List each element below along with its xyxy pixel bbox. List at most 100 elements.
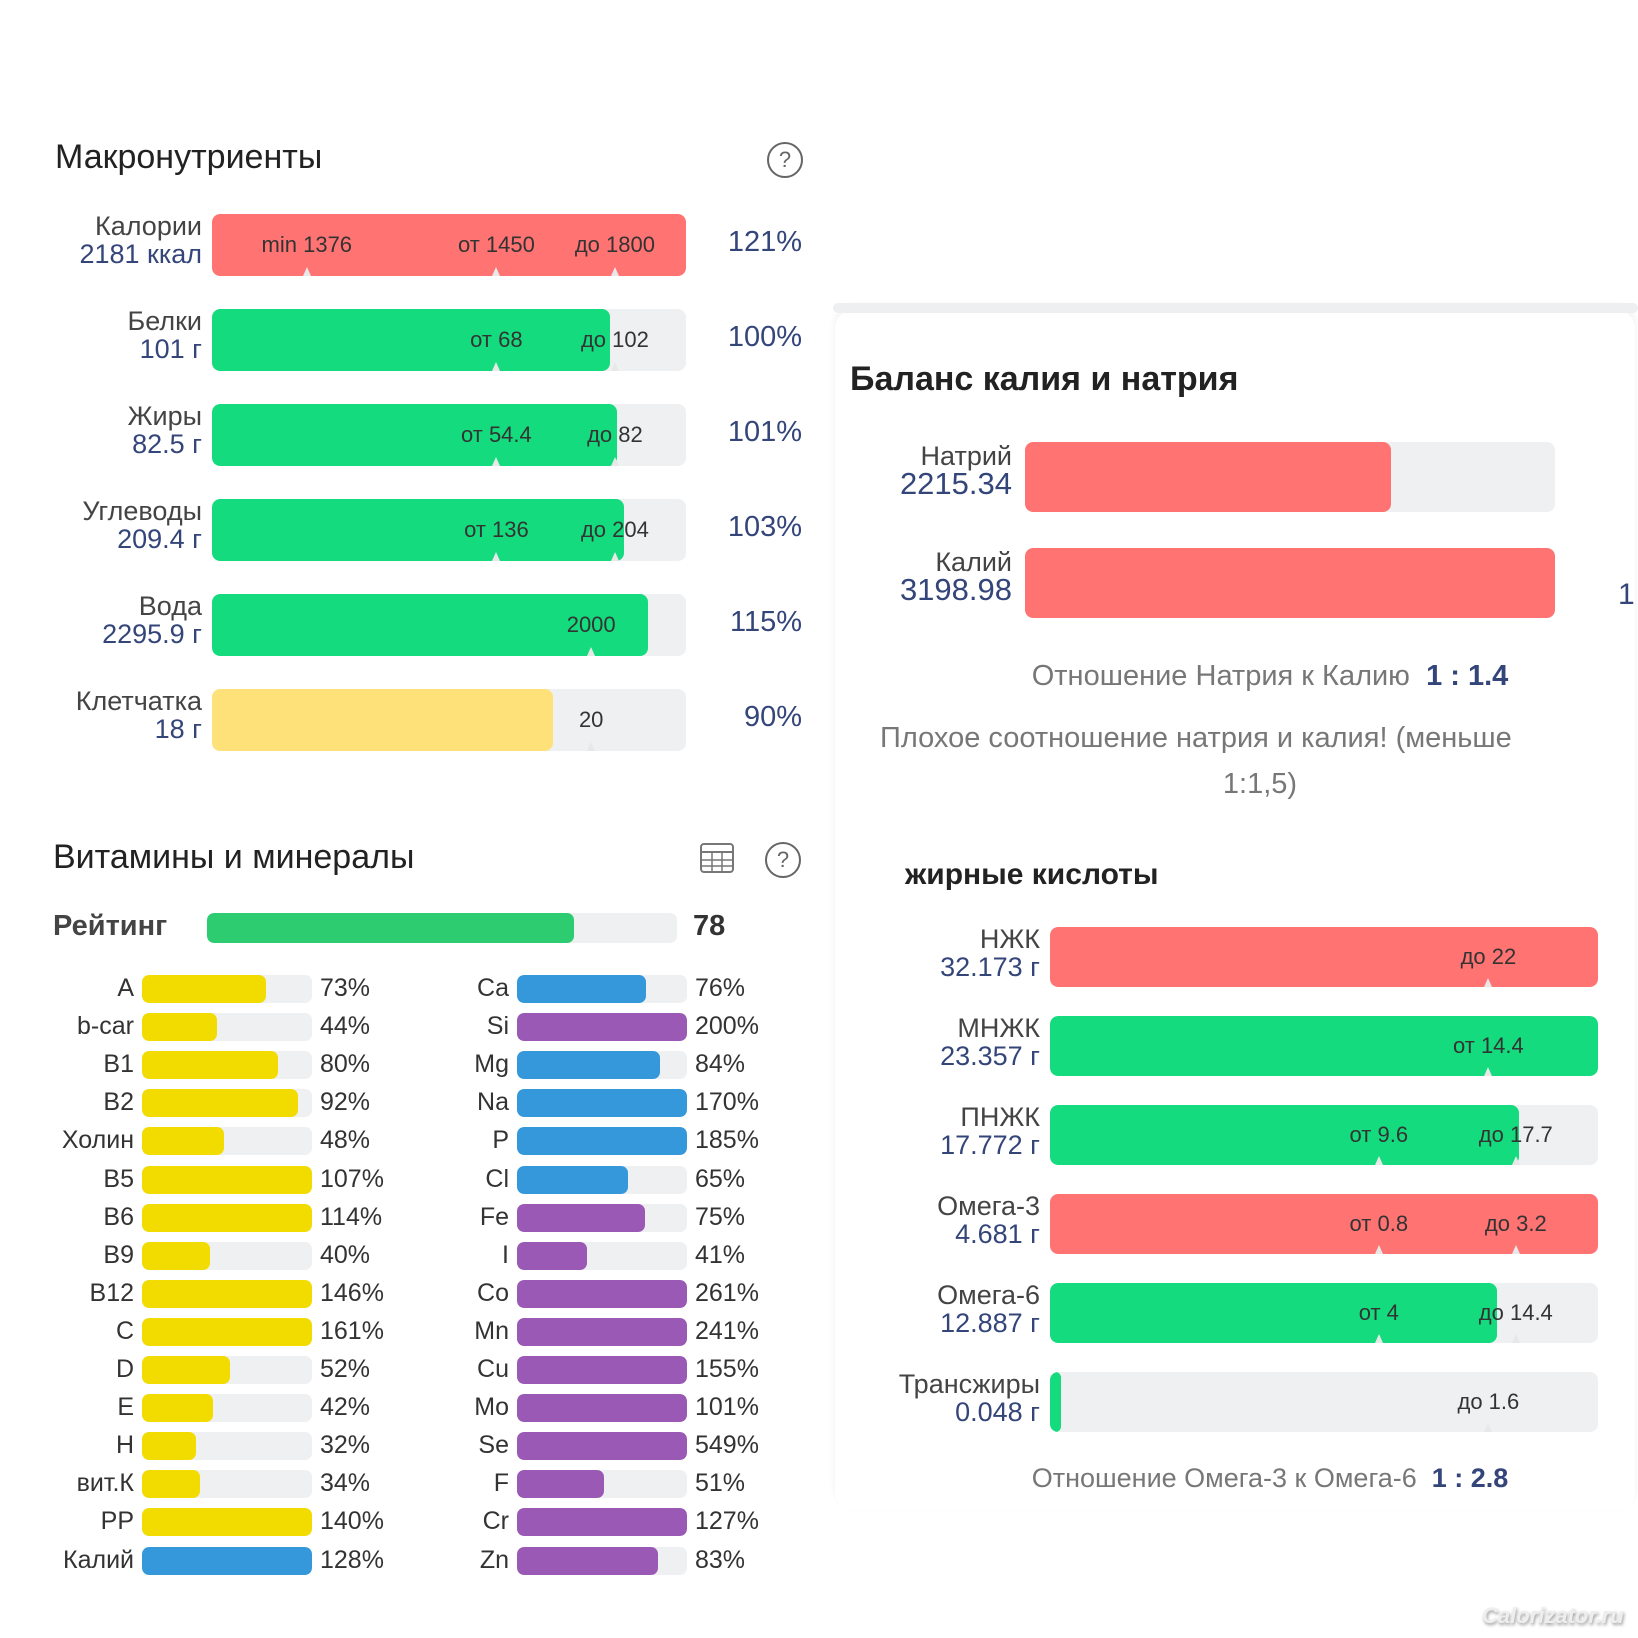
marker-tick-icon bbox=[492, 457, 501, 466]
mineral-bar-fill bbox=[517, 1317, 687, 1346]
ratio-warning-line2: 1:1,5) bbox=[1222, 768, 1298, 800]
mineral-bar bbox=[517, 1203, 687, 1232]
macro-row-name: Белки bbox=[127, 306, 203, 336]
mineral-bar-fill bbox=[517, 1546, 659, 1575]
vitamin-bar bbox=[142, 1394, 312, 1423]
macro-row-name: Жиры bbox=[127, 401, 202, 431]
fatty-row-marker-label: от 4 bbox=[1358, 1300, 1399, 1325]
fatty-row-name: НЖК bbox=[979, 924, 1040, 954]
vitamin-name: B1 bbox=[103, 1050, 134, 1079]
vitamin-name: B2 bbox=[103, 1088, 134, 1117]
mineral-name: Ca bbox=[477, 974, 509, 1002]
macro-row-label: Белки 101 г bbox=[40, 306, 203, 363]
ratio-label: Отношение Натрия к Калию bbox=[1031, 660, 1410, 692]
macro-help-icon[interactable]: ? bbox=[767, 142, 803, 178]
mineral-name: Cl bbox=[485, 1164, 509, 1193]
macro-row-label: Вода 2295.9 г bbox=[40, 592, 202, 648]
marker-tick-icon bbox=[587, 742, 596, 751]
mineral-name: Cu bbox=[477, 1355, 509, 1383]
macro-row-value: 2295.9 г bbox=[102, 619, 202, 649]
fatty-row-name: Омега-3 bbox=[937, 1191, 1040, 1221]
vitamin-bar-fill bbox=[142, 1508, 312, 1537]
macro-row-label: Жиры 82.5 г bbox=[40, 402, 202, 458]
mineral-percent: 75% bbox=[695, 1202, 746, 1231]
mineral-percent: 101% bbox=[695, 1393, 759, 1422]
fatty-row-label: Трансжиры 0.048 г bbox=[880, 1370, 1040, 1426]
fatty-row-name: Трансжиры bbox=[898, 1369, 1040, 1399]
vitamin-name: D bbox=[115, 1355, 134, 1383]
mineral-bar-fill bbox=[517, 1127, 687, 1156]
vitamin-bar-fill bbox=[142, 1432, 197, 1461]
marker-tick-icon bbox=[1484, 1067, 1493, 1076]
marker-tick-icon bbox=[492, 267, 501, 276]
mineral-name: P bbox=[492, 1126, 509, 1155]
fatty-row-value: 12.887 г bbox=[940, 1308, 1040, 1338]
mineral-percent: 51% bbox=[695, 1469, 746, 1498]
macro-row-value: 2181 ккал bbox=[79, 239, 202, 269]
vitamins-title: Витамины и минералы bbox=[53, 838, 415, 876]
fatty-row-value: 32.173 г bbox=[940, 952, 1040, 982]
mineral-percent: 65% bbox=[695, 1164, 746, 1193]
macro-row-bar-fill bbox=[212, 309, 611, 371]
vitamin-bar-fill bbox=[142, 1089, 299, 1118]
macro-row-marker-label: 20 bbox=[578, 707, 604, 732]
vitamin-percent: 34% bbox=[320, 1469, 371, 1498]
mineral-bar bbox=[517, 1279, 687, 1308]
fatty-row-label: Омега-6 12.887 г bbox=[880, 1281, 1040, 1337]
vitamin-bar-fill bbox=[142, 1165, 312, 1194]
vitamin-bar bbox=[142, 1279, 312, 1308]
fatty-row-bar-fill bbox=[1050, 1105, 1519, 1165]
fatty-row-bar-fill bbox=[1050, 1016, 1598, 1076]
vitamin-name: E bbox=[117, 1393, 134, 1422]
mineral-bar-fill bbox=[517, 1203, 645, 1232]
vitamins-help-icon[interactable]: ? bbox=[765, 842, 801, 878]
vitamin-percent: 52% bbox=[320, 1355, 371, 1383]
vitamin-name: вит.К bbox=[76, 1469, 134, 1498]
macro-row-percent: 115% bbox=[729, 606, 802, 638]
vitamin-bar bbox=[142, 1051, 312, 1080]
macro-row-name: Калории bbox=[95, 211, 202, 241]
vitamin-name: Калий bbox=[63, 1545, 134, 1574]
vitamin-bar-fill bbox=[142, 1279, 312, 1308]
omega-ratio-label: Отношение Омега-3 к Омега-6 bbox=[1031, 1463, 1417, 1493]
mineral-bar bbox=[517, 1432, 687, 1461]
balance-row-bar-fill bbox=[1025, 442, 1391, 512]
vitamin-bar bbox=[142, 1317, 312, 1346]
vitamin-name: B9 bbox=[103, 1240, 134, 1269]
vitamin-name: H bbox=[115, 1431, 134, 1460]
fatty-row-name: Омега-6 bbox=[937, 1280, 1040, 1310]
marker-tick-icon bbox=[610, 362, 619, 371]
vitamin-name: C bbox=[115, 1316, 134, 1345]
macro-row-bar-fill bbox=[212, 594, 649, 656]
macro-row-marker-label: от 136 bbox=[464, 517, 529, 542]
table-icon[interactable] bbox=[700, 843, 734, 873]
vitamin-bar-fill bbox=[142, 1394, 214, 1423]
vitamin-bar bbox=[142, 1432, 312, 1461]
vitamin-bar-fill bbox=[142, 1317, 312, 1346]
marker-tick-icon bbox=[1511, 1245, 1520, 1254]
mineral-name: I bbox=[502, 1240, 509, 1269]
fatty-row-bar: от 9.6 до 17.7 bbox=[1050, 1105, 1598, 1165]
vitamin-bar bbox=[142, 1546, 312, 1575]
fatty-row-bar-fill bbox=[1050, 1283, 1497, 1343]
macro-row-marker-label: до 102 bbox=[580, 327, 649, 352]
vitamin-bar-fill bbox=[142, 1546, 312, 1575]
fatty-row-bar: до 22 bbox=[1050, 927, 1598, 987]
macro-row-name: Углеводы bbox=[82, 496, 202, 526]
macro-row-bar: от 68 до 102 bbox=[212, 309, 686, 371]
mineral-bar bbox=[517, 1394, 687, 1423]
vitamin-bar bbox=[142, 1013, 312, 1042]
macro-row-label: Углеводы 209.4 г bbox=[40, 497, 202, 553]
mineral-name: Fe bbox=[479, 1202, 509, 1231]
vitamin-percent: 146% bbox=[320, 1278, 384, 1307]
vitamin-name: PP bbox=[100, 1507, 134, 1536]
fatty-row-label: Омега-3 4.681 г bbox=[880, 1192, 1040, 1248]
macro-row-bar: от 54.4 до 82 bbox=[212, 404, 686, 466]
fatty-row-marker-label: до 1.6 bbox=[1457, 1389, 1520, 1414]
vitamin-percent: 44% bbox=[320, 1012, 371, 1041]
macro-row-percent: 101% bbox=[727, 416, 802, 448]
fatty-row-marker-label: до 14.4 bbox=[1478, 1300, 1553, 1325]
fatty-row-label: ПНЖК 17.772 г bbox=[880, 1103, 1040, 1159]
vitamin-percent: 42% bbox=[320, 1393, 371, 1422]
vitamin-bar bbox=[142, 1508, 312, 1537]
